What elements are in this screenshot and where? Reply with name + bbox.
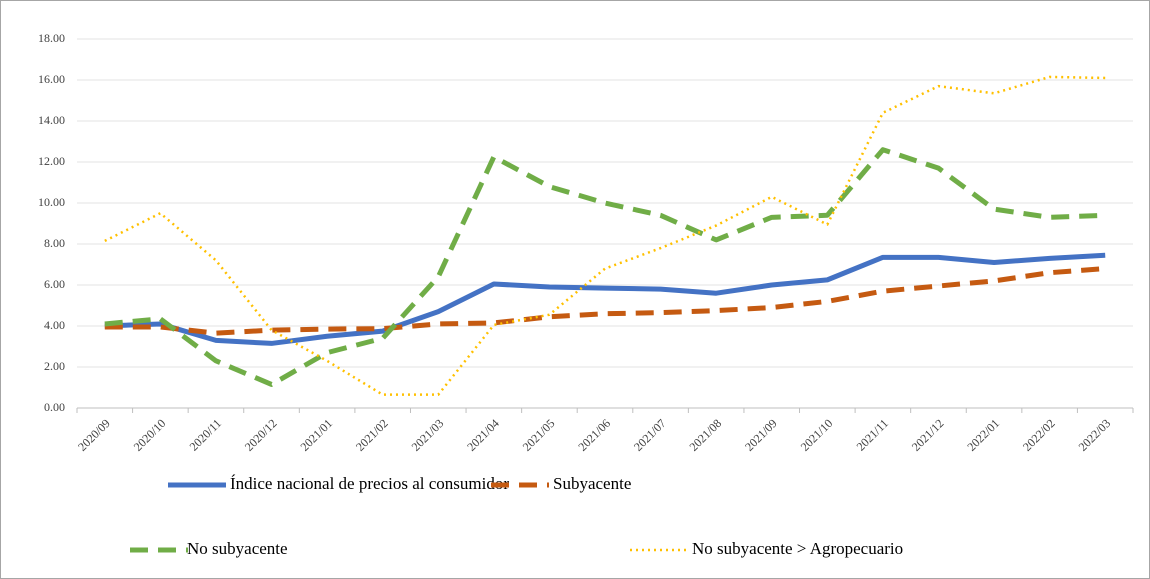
y-tick-label: 12.00 bbox=[38, 154, 65, 168]
y-tick-label: 14.00 bbox=[38, 113, 65, 127]
y-tick-label: 8.00 bbox=[44, 236, 65, 250]
y-tick-label: 10.00 bbox=[38, 195, 65, 209]
y-tick-label: 16.00 bbox=[38, 72, 65, 86]
series-line bbox=[104, 147, 1106, 387]
legend-label: No subyacente > Agropecuario bbox=[692, 539, 903, 558]
legend-label: No subyacente bbox=[187, 539, 288, 558]
y-tick-label: 0.00 bbox=[44, 400, 65, 414]
legend-label: Subyacente bbox=[553, 474, 631, 493]
y-tick-label: 4.00 bbox=[44, 318, 65, 332]
series-line bbox=[104, 252, 1106, 346]
y-tick-label: 6.00 bbox=[44, 277, 65, 291]
y-tick-label: 18.00 bbox=[38, 31, 65, 45]
series-line bbox=[104, 75, 1106, 396]
legend-label: Índice nacional de precios al consumidor bbox=[230, 474, 509, 493]
y-tick-label: 2.00 bbox=[44, 359, 65, 373]
